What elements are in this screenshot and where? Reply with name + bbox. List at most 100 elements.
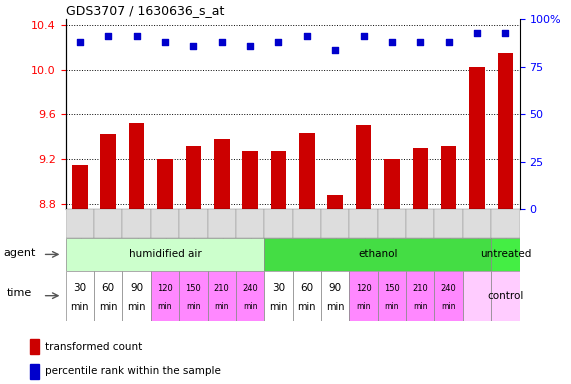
Bar <box>406 209 435 238</box>
Text: 240: 240 <box>242 284 258 293</box>
Bar <box>321 209 349 238</box>
Text: 120: 120 <box>356 284 372 293</box>
Bar <box>384 159 400 209</box>
Bar <box>406 271 435 321</box>
Bar <box>30 364 39 379</box>
Point <box>75 39 85 45</box>
Bar <box>66 238 264 271</box>
Bar <box>292 209 321 238</box>
Point <box>416 39 425 45</box>
Text: min: min <box>158 302 172 311</box>
Point <box>189 43 198 49</box>
Point <box>104 33 113 40</box>
Text: humidified air: humidified air <box>128 249 202 260</box>
Bar <box>100 134 116 209</box>
Bar <box>264 209 292 238</box>
Bar <box>378 209 406 238</box>
Text: percentile rank within the sample: percentile rank within the sample <box>45 366 221 376</box>
Text: 60: 60 <box>102 283 115 293</box>
Text: 150: 150 <box>186 284 201 293</box>
Bar <box>214 139 230 209</box>
Text: 90: 90 <box>130 283 143 293</box>
Bar <box>122 209 151 238</box>
Bar <box>299 133 315 209</box>
Text: min: min <box>127 302 146 312</box>
Bar <box>66 271 94 321</box>
Text: ethanol: ethanol <box>358 249 397 260</box>
Text: 90: 90 <box>329 283 342 293</box>
Bar <box>129 123 144 209</box>
Bar <box>491 238 520 271</box>
Text: GDS3707 / 1630636_s_at: GDS3707 / 1630636_s_at <box>66 3 224 17</box>
Bar <box>356 126 371 209</box>
Bar <box>94 209 122 238</box>
Bar <box>264 271 292 321</box>
Bar <box>151 271 179 321</box>
Bar <box>179 271 207 321</box>
Text: min: min <box>71 302 89 312</box>
Text: 30: 30 <box>73 283 86 293</box>
Point <box>302 33 311 40</box>
Point <box>132 33 141 40</box>
Bar <box>94 271 122 321</box>
Text: min: min <box>385 302 399 311</box>
Bar <box>469 67 485 209</box>
Bar <box>30 339 39 354</box>
Bar <box>72 165 88 209</box>
Bar <box>242 151 258 209</box>
Text: min: min <box>413 302 428 311</box>
Bar <box>463 209 491 238</box>
Point <box>160 39 170 45</box>
Point <box>331 46 340 53</box>
Text: min: min <box>99 302 118 312</box>
Text: min: min <box>356 302 371 311</box>
Bar <box>236 271 264 321</box>
Point <box>387 39 396 45</box>
Text: min: min <box>297 302 316 312</box>
Point <box>501 30 510 36</box>
Bar <box>327 195 343 209</box>
Bar <box>491 271 520 321</box>
Text: 120: 120 <box>157 284 173 293</box>
Bar <box>349 271 378 321</box>
Text: min: min <box>441 302 456 311</box>
Text: 150: 150 <box>384 284 400 293</box>
Bar <box>66 209 94 238</box>
Bar <box>321 271 349 321</box>
Text: min: min <box>269 302 288 312</box>
Text: untreated: untreated <box>480 249 531 260</box>
Bar <box>179 209 207 238</box>
Bar <box>122 271 151 321</box>
Bar <box>378 271 406 321</box>
Text: transformed count: transformed count <box>45 342 142 352</box>
Bar <box>207 271 236 321</box>
Point <box>472 30 481 36</box>
Bar <box>292 271 321 321</box>
Bar <box>435 209 463 238</box>
Text: min: min <box>186 302 200 311</box>
Text: min: min <box>243 302 258 311</box>
Bar <box>264 238 491 271</box>
Bar <box>271 151 286 209</box>
Point <box>217 39 226 45</box>
Bar <box>157 159 173 209</box>
Text: 60: 60 <box>300 283 313 293</box>
Text: 30: 30 <box>272 283 285 293</box>
Text: 210: 210 <box>214 284 230 293</box>
Bar <box>491 209 520 238</box>
Text: time: time <box>7 288 33 298</box>
Point <box>444 39 453 45</box>
Text: control: control <box>487 291 524 301</box>
Bar <box>207 209 236 238</box>
Bar <box>151 209 179 238</box>
Bar <box>412 148 428 209</box>
Bar <box>435 271 463 321</box>
Bar <box>236 209 264 238</box>
Point <box>246 43 255 49</box>
Point <box>359 33 368 40</box>
Bar <box>441 146 456 209</box>
Text: 210: 210 <box>412 284 428 293</box>
Text: min: min <box>326 302 344 312</box>
Bar <box>349 209 378 238</box>
Bar <box>463 271 491 321</box>
